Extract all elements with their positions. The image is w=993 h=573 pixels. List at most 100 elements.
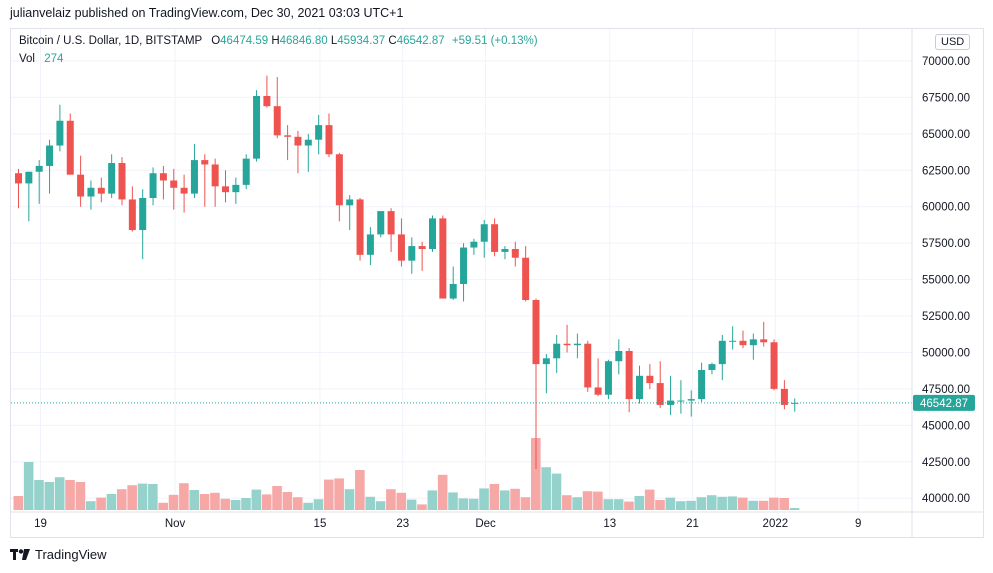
high-label: H (271, 35, 280, 47)
candle-body (449, 283, 457, 299)
candle-body (35, 165, 43, 172)
x-tick-label: Nov (165, 518, 186, 530)
candle (97, 177, 105, 203)
volume-bar (727, 496, 738, 510)
volume-bar (75, 482, 86, 510)
candle-body (770, 342, 778, 389)
currency-button[interactable]: USD (935, 34, 971, 50)
candles (15, 75, 799, 470)
y-tick-label: 55000.00 (922, 275, 970, 287)
volume-label[interactable]: Vol (19, 53, 35, 65)
candle-body (128, 199, 136, 231)
candle (780, 380, 788, 410)
candle-body (335, 154, 343, 206)
candle-body (542, 358, 550, 365)
x-tick-label: 9 (855, 518, 861, 530)
open-value: 46474.59 (220, 35, 269, 47)
axes: 40000.00 42500.00 45000.00 47500.00 50000.00… (11, 29, 984, 537)
low-label: L (330, 35, 338, 47)
low-value: 45934.37 (337, 35, 386, 47)
candle (439, 215, 447, 299)
close-label: C (388, 35, 397, 47)
candle (294, 130, 302, 174)
volume-bar (738, 497, 748, 510)
candle-body (159, 173, 167, 181)
volume-bar (789, 508, 800, 510)
volume-bar (613, 499, 624, 510)
candle (190, 144, 198, 198)
volume-bar (34, 480, 44, 510)
x-tick-label: 13 (603, 518, 616, 530)
volume-bar (179, 483, 189, 510)
volume-bar (499, 490, 510, 510)
y-tick-label: 52500.00 (922, 311, 970, 323)
candle-body (201, 160, 209, 165)
candle-body (108, 163, 116, 194)
candle-body (625, 351, 633, 400)
candle (491, 218, 499, 257)
candle (222, 170, 229, 203)
candle-body (604, 361, 612, 395)
volume-bar (23, 462, 34, 510)
candle-body (180, 187, 188, 194)
x-tick-label: Dec (475, 518, 496, 530)
volume-bar (541, 467, 551, 510)
candle (87, 180, 95, 210)
volume-bar (106, 494, 117, 510)
publisher-line: julianvelaiz published on TradingView.co… (10, 6, 404, 20)
candle-body (232, 184, 240, 193)
candle-body (315, 125, 323, 140)
candle-body (584, 343, 592, 388)
candle-body (77, 174, 85, 197)
candle (304, 133, 312, 172)
footer-brand[interactable]: TradingView (10, 547, 107, 562)
footer-brand-name: TradingView (35, 547, 107, 562)
volume-bars (13, 438, 800, 510)
candle-body (263, 95, 271, 107)
volume-bar (779, 498, 789, 510)
candle (667, 375, 675, 416)
y-tick-label: 65000.00 (922, 129, 970, 141)
candle (604, 359, 612, 400)
candle-body (66, 120, 74, 175)
candle-body (190, 160, 198, 194)
volume-bar (189, 490, 200, 510)
volume-bar (437, 474, 448, 510)
candle (273, 77, 281, 139)
ohlc-legend: Bitcoin / U.S. Dollar, 1D, BITSTAMP O464… (19, 35, 538, 47)
candle (387, 208, 395, 252)
volume-bar (344, 489, 355, 510)
candle (56, 104, 64, 152)
candle (501, 246, 509, 260)
candle-body (656, 383, 664, 405)
candle-body (708, 364, 716, 370)
candle (325, 113, 333, 158)
candle (366, 227, 374, 266)
candle-body (397, 234, 405, 261)
candle-body (253, 95, 261, 159)
candle (522, 246, 530, 302)
volume-bar (665, 497, 676, 510)
candle-body (387, 211, 395, 235)
x-tick-label: 23 (396, 518, 409, 530)
volume-bar (65, 480, 75, 510)
volume-bar (593, 491, 603, 510)
volume-bar (717, 496, 727, 510)
candle (149, 167, 157, 206)
volume-bar (137, 483, 148, 510)
candle-body (760, 339, 768, 343)
y-tick-label: 42500.00 (922, 457, 970, 469)
volume-bar (448, 492, 458, 510)
candle (242, 154, 250, 190)
candle (77, 155, 85, 207)
candle-body (346, 199, 354, 206)
symbol-title[interactable]: Bitcoin / U.S. Dollar, 1D, BITSTAMP (19, 35, 202, 47)
volume-bar (241, 498, 251, 510)
candle (677, 380, 685, 414)
candle-body (460, 247, 468, 284)
volume-bar (458, 498, 469, 510)
volume-bar (582, 491, 593, 510)
last-price-label: 46542.87 (920, 398, 968, 410)
volume-bar (551, 473, 562, 510)
